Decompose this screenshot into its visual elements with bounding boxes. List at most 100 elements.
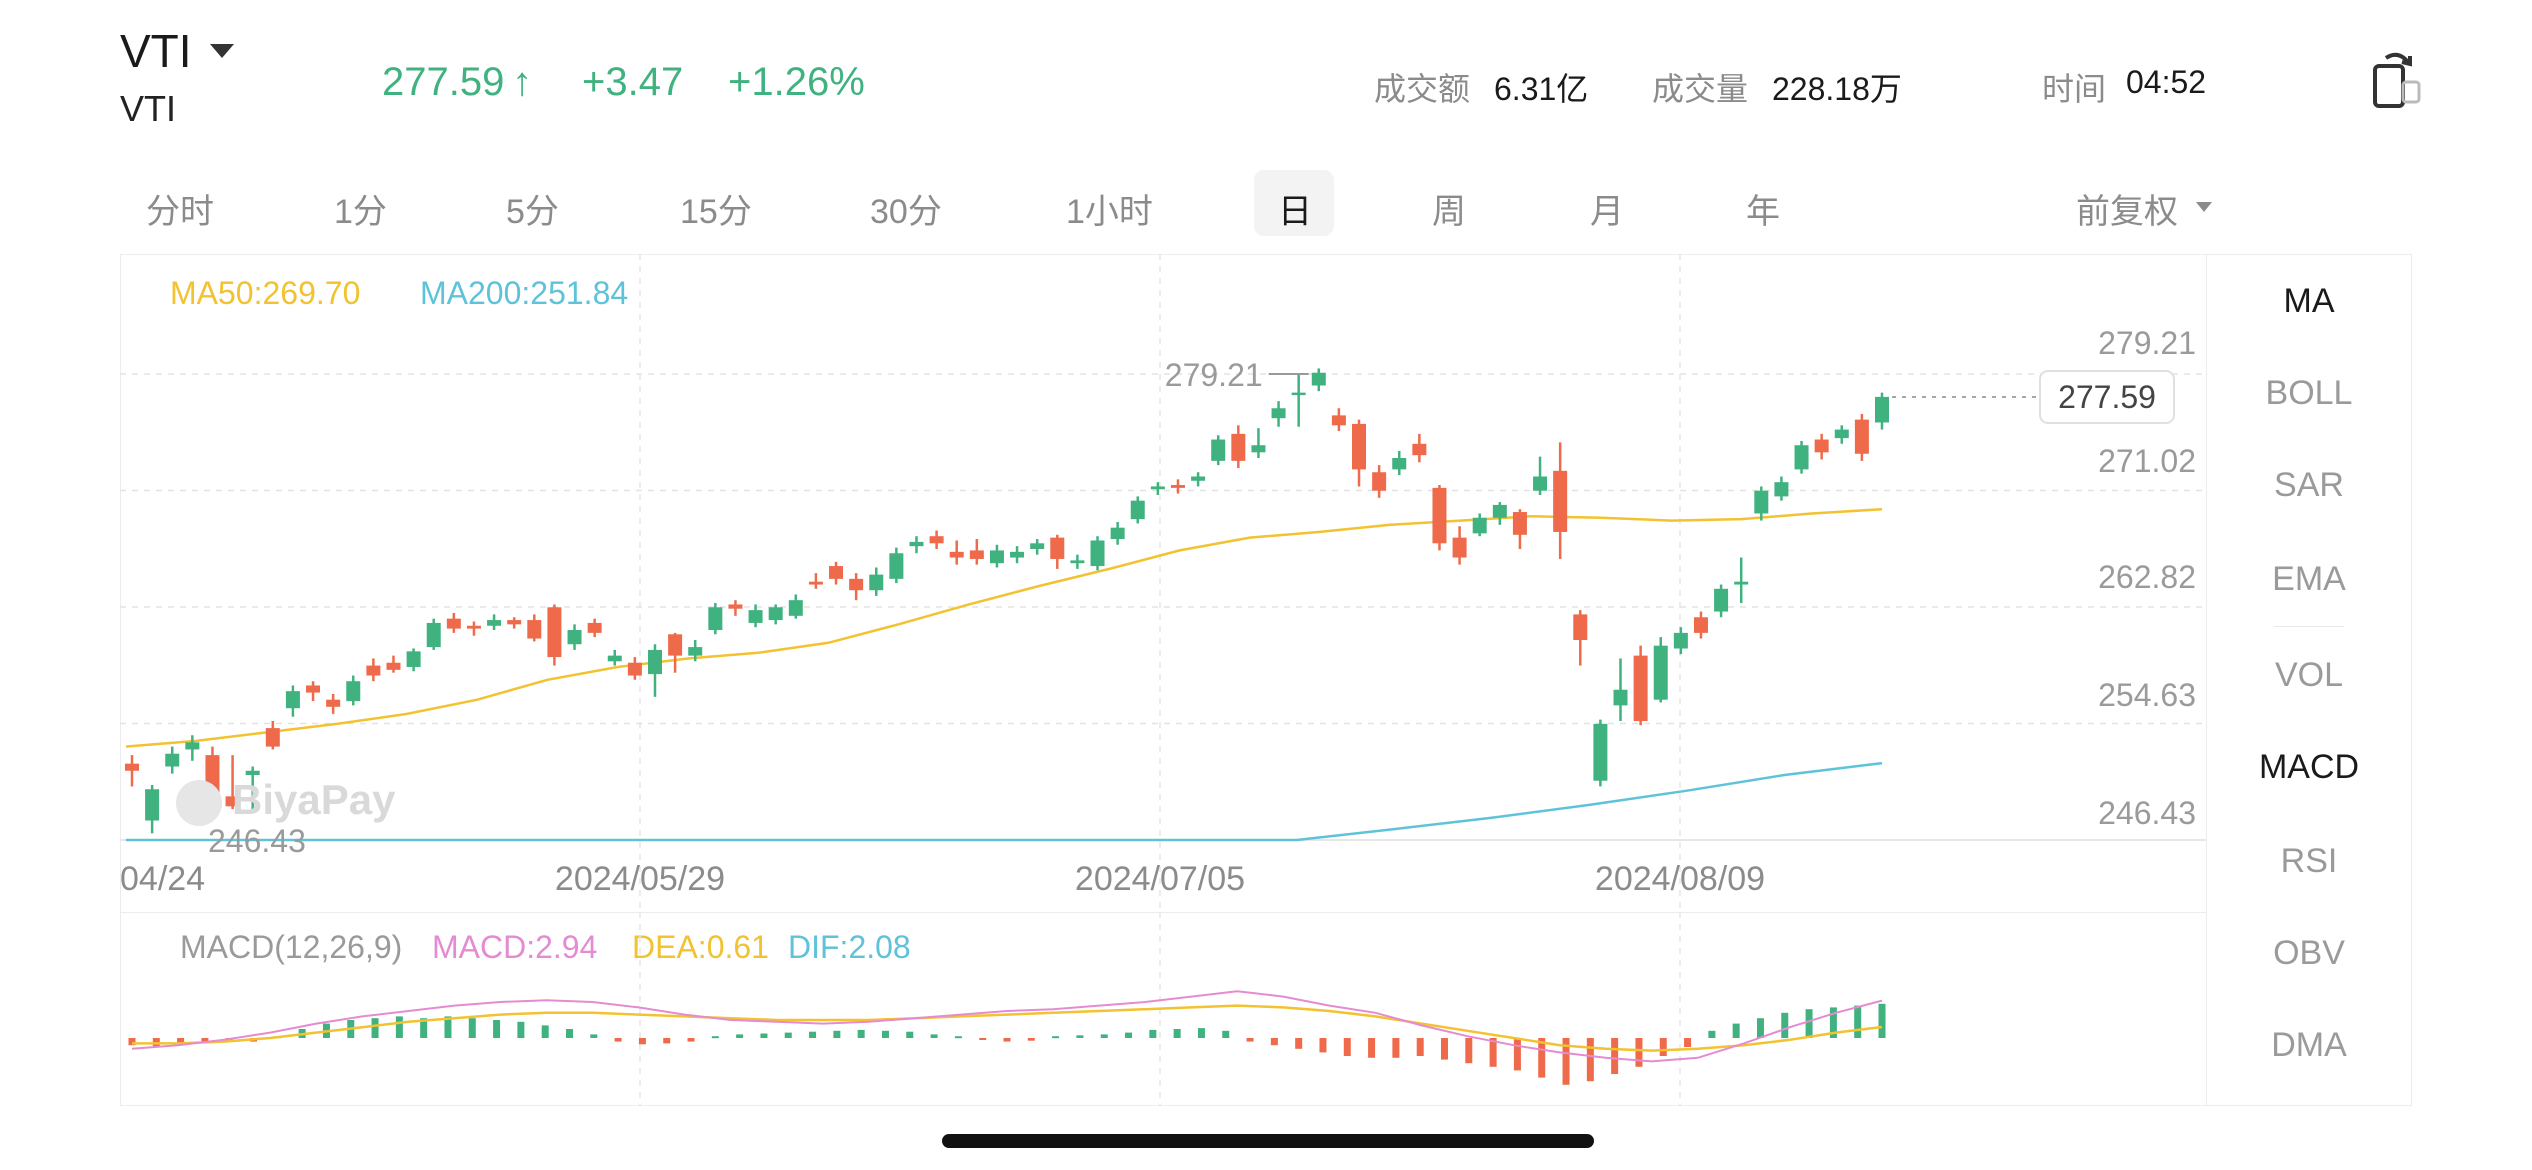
ma200-line bbox=[126, 761, 1883, 842]
macd-bar bbox=[1659, 1038, 1667, 1056]
last-price: 277.59 bbox=[382, 60, 505, 104]
candle bbox=[547, 604, 562, 666]
high-marker-label: 279.21 bbox=[1165, 357, 1263, 393]
home-indicator[interactable] bbox=[942, 1134, 1594, 1148]
tab-0[interactable]: 分时 bbox=[146, 193, 214, 231]
turnover-value: 6.31亿 bbox=[1494, 71, 1589, 107]
candle bbox=[1110, 521, 1125, 545]
macd-bar bbox=[468, 1018, 476, 1038]
tab-1[interactable]: 1分 bbox=[334, 193, 387, 231]
y-axis-tick-label: 279.21 bbox=[2098, 325, 2196, 361]
volume-value: 228.18万 bbox=[1772, 71, 1902, 107]
macd-bar bbox=[1343, 1038, 1351, 1056]
macd-bar bbox=[638, 1038, 646, 1045]
ma50-legend: MA50:269.70 bbox=[170, 275, 360, 311]
tab-7[interactable]: 周 bbox=[1432, 193, 1466, 231]
candle bbox=[1714, 584, 1729, 618]
indicator-ma[interactable]: MA bbox=[2283, 282, 2335, 320]
indicator-sar[interactable]: SAR bbox=[2274, 466, 2344, 504]
tab-8[interactable]: 月 bbox=[1590, 193, 1624, 231]
y-axis-tick-label: 271.02 bbox=[2098, 443, 2196, 479]
y-axis-tick-label: 262.82 bbox=[2098, 559, 2196, 595]
macd-bar bbox=[1416, 1038, 1424, 1056]
candle bbox=[788, 594, 803, 619]
ma50-line bbox=[125, 507, 1883, 748]
macd-bar bbox=[1441, 1038, 1448, 1060]
y-axis-tick-label: 246.43 bbox=[2098, 795, 2196, 831]
macd-chart[interactable]: MACD(12,26,9) MACD:2.94 DEA:0.61 DIF:2.0… bbox=[120, 912, 2206, 1106]
tab-2[interactable]: 5分 bbox=[506, 193, 559, 231]
price-adjust-dropdown[interactable]: 前复权 bbox=[2076, 193, 2178, 231]
symbol-title[interactable]: VTI bbox=[120, 25, 192, 77]
candle bbox=[1452, 526, 1467, 565]
macd-bar bbox=[1829, 1007, 1837, 1038]
macd-bar bbox=[1052, 1036, 1060, 1039]
candle bbox=[1130, 496, 1145, 524]
macd-bar bbox=[1854, 1005, 1862, 1038]
symbol-dropdown-caret-icon[interactable] bbox=[210, 44, 234, 58]
turnover-label: 成交额 bbox=[1374, 71, 1471, 107]
candle bbox=[969, 539, 984, 565]
candle bbox=[728, 600, 743, 616]
macd-bar bbox=[1684, 1038, 1692, 1047]
indicator-dma[interactable]: DMA bbox=[2271, 1026, 2347, 1064]
rotate-screen-icon[interactable] bbox=[2372, 48, 2422, 115]
macd-bar bbox=[128, 1038, 136, 1046]
x-axis-tick-label: 2024/08/09 bbox=[1595, 860, 1765, 898]
candle bbox=[587, 618, 602, 638]
macd-bar bbox=[930, 1034, 938, 1038]
tab-4[interactable]: 30分 bbox=[870, 193, 942, 231]
candle bbox=[869, 567, 884, 596]
macd-bar bbox=[711, 1036, 719, 1039]
macd-legend-macd: MACD:2.94 bbox=[432, 929, 597, 965]
macd-bar bbox=[1611, 1038, 1619, 1074]
candle bbox=[668, 632, 683, 673]
macd-legend-dif: DIF:2.08 bbox=[788, 929, 911, 965]
candle bbox=[527, 614, 542, 642]
indicator-vol[interactable]: VOL bbox=[2274, 656, 2344, 694]
macd-bar bbox=[857, 1029, 865, 1038]
indicator-rsi[interactable]: RSI bbox=[2280, 842, 2338, 880]
macd-bar bbox=[1708, 1030, 1716, 1038]
candle bbox=[306, 681, 321, 702]
tab-6[interactable]: 日 bbox=[1278, 193, 1312, 231]
indicator-boll[interactable]: BOLL bbox=[2265, 374, 2353, 412]
dif-line bbox=[131, 990, 1883, 1063]
indicator-ema[interactable]: EMA bbox=[2272, 560, 2346, 598]
candle bbox=[1875, 392, 1889, 430]
macd-bar bbox=[590, 1034, 598, 1038]
indicator-macd[interactable]: MACD bbox=[2258, 748, 2360, 786]
candle bbox=[446, 612, 461, 633]
macd-histogram bbox=[128, 1003, 1886, 1085]
macd-bar bbox=[1222, 1030, 1230, 1038]
macd-bar bbox=[1586, 1038, 1594, 1082]
last-price-tag-label: 277.59 bbox=[2058, 379, 2156, 415]
macd-lines bbox=[131, 990, 1883, 1063]
macd-bar bbox=[1732, 1023, 1740, 1038]
macd-bar bbox=[177, 1038, 185, 1044]
macd-bar bbox=[1513, 1038, 1521, 1071]
macd-bar bbox=[1368, 1038, 1376, 1058]
candle bbox=[688, 639, 703, 662]
macd-bar bbox=[906, 1031, 914, 1038]
macd-bar bbox=[371, 1018, 379, 1038]
candle bbox=[285, 685, 300, 717]
watermark-text: BiyaPay bbox=[232, 776, 396, 823]
macd-bar bbox=[1270, 1038, 1278, 1046]
candle bbox=[1412, 433, 1427, 463]
up-arrow-icon: ↑ bbox=[512, 60, 532, 104]
tab-3[interactable]: 15分 bbox=[680, 193, 752, 231]
candlestick-chart[interactable]: MA50:269.70 MA200:251.84 279.21 246.43 277… bbox=[120, 254, 2206, 910]
price-change: +3.47 bbox=[582, 60, 684, 104]
candle bbox=[1693, 611, 1708, 639]
candle bbox=[1854, 413, 1869, 461]
tab-5[interactable]: 1小时 bbox=[1066, 193, 1153, 231]
candle bbox=[1613, 658, 1628, 722]
candle bbox=[1653, 637, 1668, 703]
chevron-down-icon[interactable] bbox=[2196, 202, 2212, 212]
candle bbox=[1774, 476, 1789, 501]
indicator-obv[interactable]: OBV bbox=[2273, 934, 2345, 972]
candle bbox=[125, 755, 139, 787]
tab-9[interactable]: 年 bbox=[1746, 193, 1780, 231]
macd-bar bbox=[954, 1036, 962, 1039]
